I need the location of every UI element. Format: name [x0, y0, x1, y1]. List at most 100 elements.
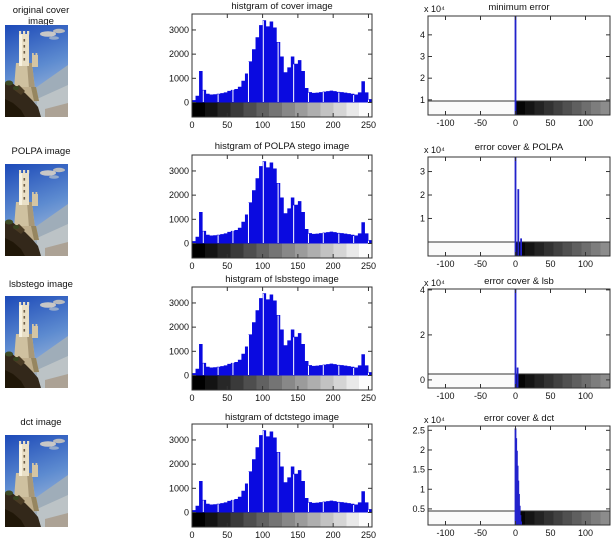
window	[23, 39, 26, 42]
tick-label: 100	[255, 261, 270, 271]
cloud	[53, 299, 65, 305]
tick-label: 3000	[169, 25, 189, 35]
tick-label: 1000	[169, 73, 189, 83]
strip-white-half	[428, 242, 516, 256]
distant-ground	[45, 513, 68, 527]
cloud	[49, 446, 59, 450]
thumbnail-lsbstego-image	[5, 296, 68, 388]
tick-label: 2	[420, 190, 425, 200]
castle-base-shadow	[31, 226, 39, 240]
castle-wall-shadow	[27, 473, 35, 499]
battlement	[19, 31, 22, 35]
tick-label: 200	[326, 530, 341, 540]
window	[23, 310, 26, 313]
castle-base-shadow	[31, 358, 39, 372]
tick-label: 0	[189, 393, 194, 403]
cloud	[40, 31, 56, 37]
battlement	[19, 302, 22, 306]
battlement	[32, 324, 34, 327]
tick-label: 200	[326, 261, 341, 271]
battlement	[23, 302, 26, 306]
castle-turret	[32, 326, 38, 338]
tick-label: -50	[474, 391, 487, 401]
shrub	[13, 496, 19, 500]
window	[23, 455, 26, 458]
cloud	[40, 441, 56, 447]
battlement	[35, 463, 38, 466]
tick-label: 50	[545, 528, 555, 538]
error-spike	[514, 289, 517, 388]
axes-box	[427, 15, 611, 116]
tick-label: 2.5	[412, 425, 425, 435]
error-spike	[514, 16, 517, 115]
y-scale-label-err-lsb: x 10⁴	[424, 278, 445, 288]
battlement	[27, 31, 30, 35]
rock-cliff-dark	[5, 370, 25, 388]
battlement	[23, 31, 26, 35]
battlement	[35, 192, 38, 195]
error-spike	[520, 521, 522, 525]
tick-label: 150	[290, 393, 305, 403]
caption-dct-image: dct image	[20, 417, 62, 428]
rock-cliff-dark	[5, 238, 25, 256]
err-min-plot: -100 -50 0 50 100 1 2 3 4	[420, 15, 611, 128]
tower-highlight	[19, 444, 22, 476]
castle-turret	[32, 194, 38, 206]
tick-label: 0	[184, 370, 189, 380]
histogram-bars	[192, 293, 372, 376]
tick-label: 50	[222, 120, 232, 130]
tick-label: 2	[420, 330, 425, 340]
title-hist-dct: histgram of dctstego image	[224, 412, 340, 423]
tick-label: 250	[361, 261, 376, 271]
tick-label: 3000	[169, 298, 189, 308]
tick-label: -100	[436, 118, 454, 128]
tick-label: 0	[513, 118, 518, 128]
castle-base-shadow	[31, 497, 39, 511]
castle-tower	[19, 34, 29, 66]
hist-lsb-plot: 0 50 100 150 200 250 0 1000 2000 3000	[169, 286, 376, 403]
window	[23, 184, 26, 187]
tick-label: 0.5	[412, 504, 425, 514]
grayscale-strip	[191, 242, 373, 259]
window	[23, 178, 26, 181]
tick-label: 4	[420, 285, 425, 295]
tick-label: 0	[189, 120, 194, 130]
histogram-bars	[192, 430, 372, 513]
tick-label: 100	[255, 120, 270, 130]
tick-label: 150	[290, 261, 305, 271]
tick-label: 1000	[169, 483, 189, 493]
tick-label: -50	[474, 259, 487, 269]
castle-tower	[19, 173, 29, 205]
window	[23, 190, 26, 193]
tick-label: 1000	[169, 214, 189, 224]
tick-label: 1	[420, 213, 425, 223]
tick-label: 2000	[169, 459, 189, 469]
strip-white-half	[428, 511, 516, 525]
error-spike	[514, 157, 517, 256]
strip-dark-half	[515, 242, 610, 256]
tick-label: 150	[290, 530, 305, 540]
castle-wall-shadow	[27, 334, 35, 360]
error-spike	[520, 238, 522, 256]
title-hist-polpa: histgram of POLPA stego image	[214, 141, 350, 152]
castle-turret	[32, 55, 38, 67]
window	[23, 51, 26, 54]
tick-label: 100	[255, 530, 270, 540]
castle-tower	[19, 305, 29, 337]
battlement	[32, 53, 34, 56]
castle-turret	[32, 465, 38, 477]
window	[23, 322, 26, 325]
tick-label: 0	[184, 238, 189, 248]
tick-label: 1.5	[412, 465, 425, 475]
castle-wall-shadow	[27, 63, 35, 89]
tick-label: 100	[255, 393, 270, 403]
tick-label: 100	[578, 118, 593, 128]
window	[23, 197, 26, 200]
distant-ground	[45, 103, 68, 117]
tick-label: 0	[513, 391, 518, 401]
castle-tower	[19, 444, 29, 476]
err-lsb-plot: -100 -50 0 50 100 0 2 4	[420, 285, 611, 401]
cloud	[53, 438, 65, 444]
window	[23, 329, 26, 332]
